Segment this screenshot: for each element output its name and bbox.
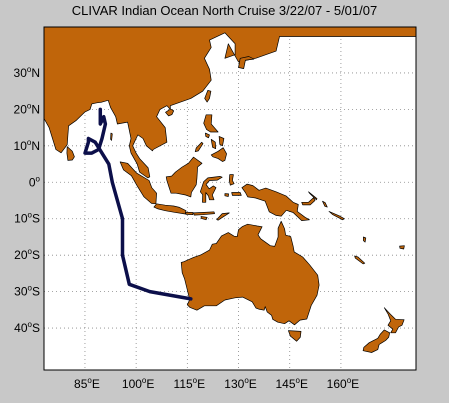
latitude-tick-label: 10oN (14, 138, 40, 153)
latitude-tick-label: 30oS (14, 284, 40, 299)
land-japan-kyushu-shikoku (238, 56, 255, 69)
land-new-ireland (308, 191, 318, 201)
land-luzon (203, 114, 219, 133)
latitude-tick-labels: 30oN 20oN 10oN 0o 10oS 20oS 30oS 40oS (14, 65, 41, 335)
land-panay-negros (210, 138, 217, 150)
map-title: CLIVAR Indian Ocean North Cruise 3/22/07… (71, 3, 378, 18)
land-australia (180, 220, 320, 326)
map-frame (43, 26, 417, 371)
land-taiwan (204, 90, 212, 103)
land-sulawesi (199, 176, 223, 203)
land-sumbawa-flores (193, 211, 215, 216)
longitude-tick-label: 115oE (174, 376, 206, 391)
land-new-zealand-north (383, 307, 405, 334)
land-sumatra (119, 161, 157, 205)
land-mindanao (210, 147, 227, 162)
latitude-tick-label: 20oN (14, 101, 40, 116)
longitude-tick-label: 100oE (122, 376, 155, 391)
land-hainan (165, 108, 175, 117)
land-timor (216, 212, 230, 221)
longitude-tick-label: 145oE (275, 376, 308, 391)
longitude-tick-labels: 85oE 100oE 115oE 130oE 145oE 160oE (74, 376, 359, 391)
longitude-tick-label: 130oE (224, 376, 257, 391)
land-new-guinea (241, 183, 310, 221)
land-mindoro (205, 132, 210, 139)
land-vanuatu (363, 236, 367, 243)
longitude-tick-label: 85oE (74, 376, 100, 391)
land-solomon-islands (328, 211, 345, 221)
latitude-tick-label: 10oS (14, 211, 40, 226)
cruise-track-layer (83, 107, 193, 301)
land-sri-lanka (66, 146, 75, 161)
land-sumba (200, 216, 208, 221)
land-bali-lombok (185, 211, 194, 216)
land-fiji (399, 245, 405, 250)
land-new-zealand-south (362, 329, 391, 353)
longitude-tick-label: 160oE (327, 376, 360, 391)
cruise-track-line (83, 107, 193, 301)
land-asia-mainland (43, 26, 417, 179)
land-tasmania (288, 330, 302, 342)
land-masses (43, 26, 417, 371)
land-java (153, 203, 187, 215)
latitude-tick-label: 20oS (14, 247, 40, 262)
latitude-tick-label: 0o (29, 174, 41, 189)
land-buru (224, 193, 229, 197)
land-samar-leyte (218, 136, 225, 147)
land-borneo (165, 156, 203, 198)
land-seram (231, 192, 242, 196)
land-palawan (194, 141, 204, 153)
land-bougainville (322, 200, 328, 208)
land-halmahera (228, 174, 235, 186)
latitude-tick-label: 40oS (14, 320, 40, 335)
land-andaman-islands (110, 132, 113, 141)
land-new-caledonia (354, 255, 366, 265)
land-new-britain (301, 197, 316, 206)
latitude-tick-label: 30oN (14, 65, 40, 80)
